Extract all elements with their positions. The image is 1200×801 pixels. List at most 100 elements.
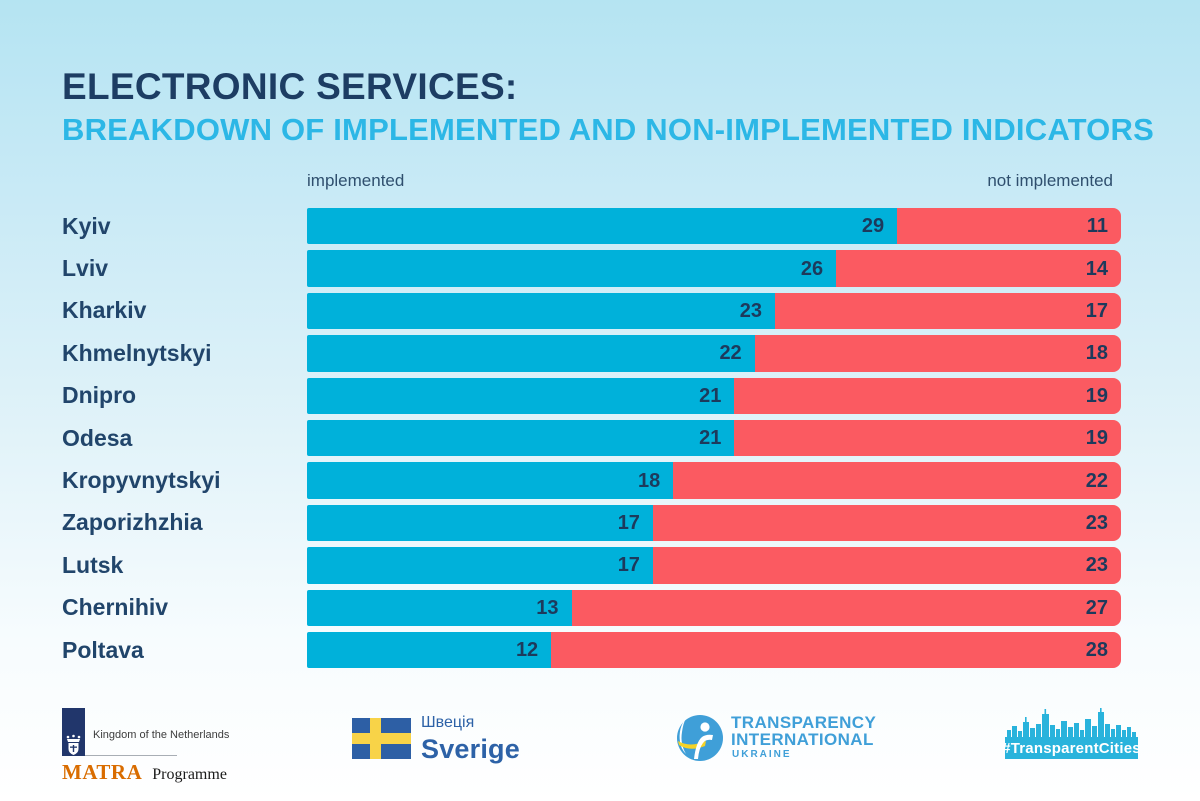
transparency-international-logo: TRANSPARENCY INTERNATIONAL UKRAINE (676, 712, 896, 772)
not-implemented-value: 14 (1085, 257, 1108, 280)
stacked-bar: 12 28 (307, 631, 1121, 669)
transparent-cities-logo: #TransparentCities (1002, 708, 1145, 768)
chart-row: Chernihiv 13 27 (62, 589, 1121, 626)
implemented-value: 18 (638, 469, 661, 492)
matra-label: MATRA (62, 760, 143, 784)
implemented-value: 17 (617, 554, 640, 577)
netherlands-banner-icon (62, 708, 85, 756)
implemented-value: 21 (699, 384, 722, 407)
chart-row: Lutsk 17 23 (62, 547, 1121, 584)
city-label: Chernihiv (62, 594, 169, 621)
chart-row: Khmelnytskyi 22 18 (62, 335, 1121, 372)
chart-row: Kyiv 29 11 (62, 208, 1121, 245)
ti-label-line3: UKRAINE (732, 749, 792, 760)
implemented-segment: 22 (307, 335, 755, 372)
stacked-bar: 21 19 (307, 419, 1121, 457)
not-implemented-segment: 17 (775, 292, 1121, 330)
legend: implemented not implemented (62, 171, 1121, 191)
implemented-segment: 26 (307, 250, 837, 287)
netherlands-crest-icon (66, 734, 81, 755)
stacked-bar: 29 11 (307, 208, 1121, 245)
city-label: Kyiv (62, 212, 111, 239)
not-implemented-value: 19 (1085, 384, 1108, 407)
footer-logos: Kingdom of the Netherlands MATRA Program… (0, 700, 1200, 785)
implemented-segment: 21 (307, 419, 735, 457)
city-skyline-icon (1007, 708, 1136, 738)
chart-row: Poltava 12 28 (62, 631, 1121, 669)
sweden-label-swedish: Sverige (421, 734, 520, 764)
stacked-bar: 26 14 (307, 250, 1121, 287)
not-implemented-segment: 14 (836, 250, 1121, 287)
chart-row: Odesa 21 19 (62, 419, 1121, 457)
implemented-segment: 13 (307, 589, 572, 626)
implemented-segment: 23 (307, 292, 776, 330)
sweden-flag-icon (352, 718, 411, 759)
not-implemented-value: 11 (1086, 215, 1108, 238)
implemented-value: 12 (515, 639, 539, 662)
city-label: Lutsk (62, 551, 124, 578)
implemented-value: 13 (536, 596, 559, 619)
matra-programme-logo: Kingdom of the Netherlands MATRA Program… (62, 702, 282, 785)
implemented-value: 23 (739, 299, 763, 322)
chart-row: Kharkiv 23 17 (62, 292, 1121, 330)
not-implemented-value: 18 (1085, 342, 1108, 365)
not-implemented-segment: 22 (673, 462, 1121, 499)
not-implemented-segment: 23 (652, 504, 1121, 542)
page-subtitle: BREAKDOWN OF IMPLEMENTED AND NON-IMPLEME… (62, 112, 1154, 147)
not-implemented-value: 28 (1085, 639, 1108, 662)
not-implemented-segment: 28 (551, 631, 1121, 669)
stacked-bar: 21 19 (307, 377, 1121, 414)
sweden-sverige-logo: Швеція Sverige (352, 714, 572, 774)
city-label: Khmelnytskyi (62, 339, 212, 366)
implemented-value: 21 (699, 427, 722, 450)
not-implemented-segment: 23 (652, 547, 1121, 584)
programme-label: Programme (152, 766, 227, 783)
implemented-segment: 12 (307, 631, 552, 669)
implemented-segment: 17 (307, 547, 653, 584)
implemented-value: 22 (719, 342, 742, 365)
implemented-value: 29 (861, 215, 885, 238)
implemented-segment: 21 (307, 377, 735, 414)
stacked-bar: 17 23 (307, 504, 1121, 542)
chart-row: Lviv 26 14 (62, 250, 1121, 287)
chart-row: Dnipro 21 19 (62, 377, 1121, 414)
not-implemented-segment: 19 (734, 419, 1121, 457)
city-label: Kharkiv (62, 297, 147, 324)
stacked-bar: 22 18 (307, 335, 1121, 372)
implemented-value: 26 (800, 257, 824, 280)
not-implemented-segment: 19 (734, 377, 1121, 414)
not-implemented-value: 22 (1085, 469, 1108, 492)
not-implemented-value: 23 (1085, 511, 1108, 534)
sweden-label-ukrainian: Швеція (421, 714, 475, 731)
matra-divider (85, 755, 177, 756)
not-implemented-value: 23 (1085, 554, 1108, 577)
implemented-value: 17 (617, 511, 640, 534)
ti-label-line2: INTERNATIONAL (731, 730, 874, 749)
city-label: Zaporizhzhia (62, 509, 203, 536)
city-label: Kropyvnytskyi (62, 467, 221, 494)
page-title: ELECTRONIC SERVICES: (62, 66, 518, 107)
legend-implemented-label: implemented (307, 171, 405, 190)
not-implemented-value: 19 (1085, 427, 1108, 450)
city-label: Odesa (62, 424, 133, 451)
kingdom-of-netherlands-label: Kingdom of the Netherlands (93, 729, 230, 741)
not-implemented-segment: 27 (571, 589, 1121, 626)
implemented-segment: 17 (307, 504, 653, 542)
transparent-cities-badge: #TransparentCities (1002, 737, 1141, 759)
chart-row: Kropyvnytskyi 18 22 (62, 462, 1121, 499)
stacked-bar: 13 27 (307, 589, 1121, 626)
stacked-bar: 17 23 (307, 547, 1121, 584)
not-implemented-value: 17 (1085, 299, 1108, 322)
implemented-segment: 18 (307, 462, 674, 499)
city-label: Lviv (62, 255, 109, 282)
matra-programme-label: MATRA Programme (62, 760, 227, 785)
city-label: Dnipro (62, 382, 137, 409)
stacked-bar: 23 17 (307, 292, 1121, 330)
not-implemented-segment: 11 (897, 208, 1121, 245)
transparent-cities-label: #TransparentCities (1002, 739, 1141, 757)
ti-globe-icon (677, 715, 723, 761)
legend-not-implemented-label: not implemented (987, 171, 1113, 190)
ti-label-line1: TRANSPARENCY (731, 713, 877, 732)
stacked-bar-chart: Kyiv 29 11 Lviv 26 14 Kharkiv 23 17 Khmelnytskyi 2… (62, 208, 1121, 669)
not-implemented-segment: 18 (754, 335, 1121, 372)
